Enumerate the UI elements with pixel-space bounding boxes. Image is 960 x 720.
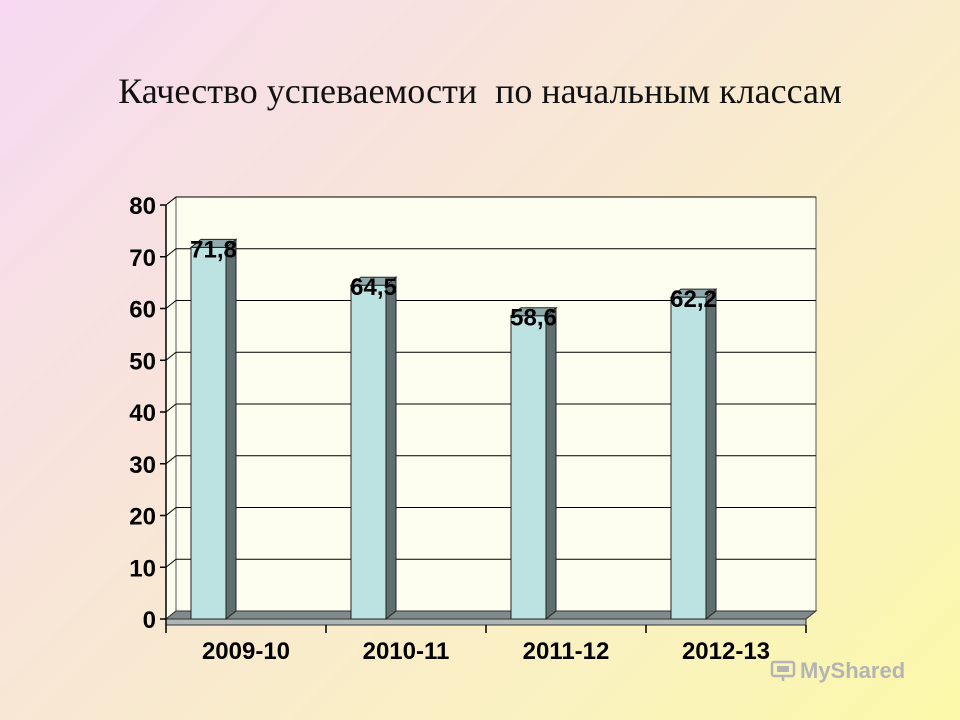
chart-floor bbox=[164, 610, 818, 626]
bar-top bbox=[509, 307, 558, 317]
gridline-depth bbox=[165, 248, 177, 258]
watermark-text: MyShared bbox=[800, 658, 906, 683]
bar-side bbox=[225, 238, 237, 621]
bar bbox=[190, 246, 227, 620]
y-tick-label: 50 bbox=[129, 348, 156, 375]
data-label: 58,6 bbox=[510, 305, 557, 332]
y-tick-label: 80 bbox=[129, 193, 156, 220]
gridline-depth bbox=[165, 507, 177, 516]
x-tick-label: 2012-13 bbox=[682, 638, 770, 665]
bar-top bbox=[669, 288, 718, 298]
bar-side bbox=[385, 276, 397, 621]
chart-wall bbox=[165, 195, 817, 621]
chart-floor-top bbox=[164, 610, 818, 620]
bar-side bbox=[545, 306, 557, 621]
y-tick-label: 70 bbox=[129, 245, 156, 272]
gridline-depth bbox=[165, 558, 177, 568]
bar-side bbox=[705, 288, 717, 621]
y-tick-label: 20 bbox=[129, 504, 156, 531]
chart-floor-front bbox=[165, 618, 807, 626]
y-tick-label: 0 bbox=[143, 607, 156, 634]
x-tick-label: 2011-12 bbox=[523, 638, 610, 665]
gridline-depth bbox=[165, 196, 177, 206]
y-tick-label: 60 bbox=[129, 297, 156, 324]
y-tick-label: 10 bbox=[129, 555, 156, 582]
watermark: MyShared bbox=[770, 658, 905, 684]
data-label: 62,2 bbox=[670, 286, 717, 313]
bar-top bbox=[189, 238, 238, 248]
slide-title: Качество успеваемости по начальным класс… bbox=[118, 71, 842, 111]
bar bbox=[510, 315, 547, 620]
bar-top bbox=[349, 276, 398, 286]
gridline-depth bbox=[165, 300, 177, 309]
gridline-depth bbox=[165, 351, 177, 361]
data-label: 64,5 bbox=[350, 274, 397, 301]
chart-bars bbox=[189, 238, 718, 621]
y-tick-label: 40 bbox=[129, 400, 156, 427]
data-label: 71,8 bbox=[190, 236, 237, 263]
bar bbox=[350, 284, 387, 620]
gridline-depth bbox=[165, 455, 177, 465]
x-tick-label: 2010-11 bbox=[363, 638, 450, 665]
bar bbox=[670, 296, 707, 620]
gridline-depth bbox=[165, 403, 177, 413]
presentation-icon bbox=[770, 660, 796, 681]
chart-axes bbox=[160, 204, 807, 633]
chart-labels: 71,8 64,5 58,6 62,2 0 10 20 30 40 50 60 70 80 2009-10… bbox=[129, 193, 770, 665]
x-tick-label: 2009-10 bbox=[202, 638, 290, 665]
y-tick-label: 30 bbox=[129, 452, 156, 479]
